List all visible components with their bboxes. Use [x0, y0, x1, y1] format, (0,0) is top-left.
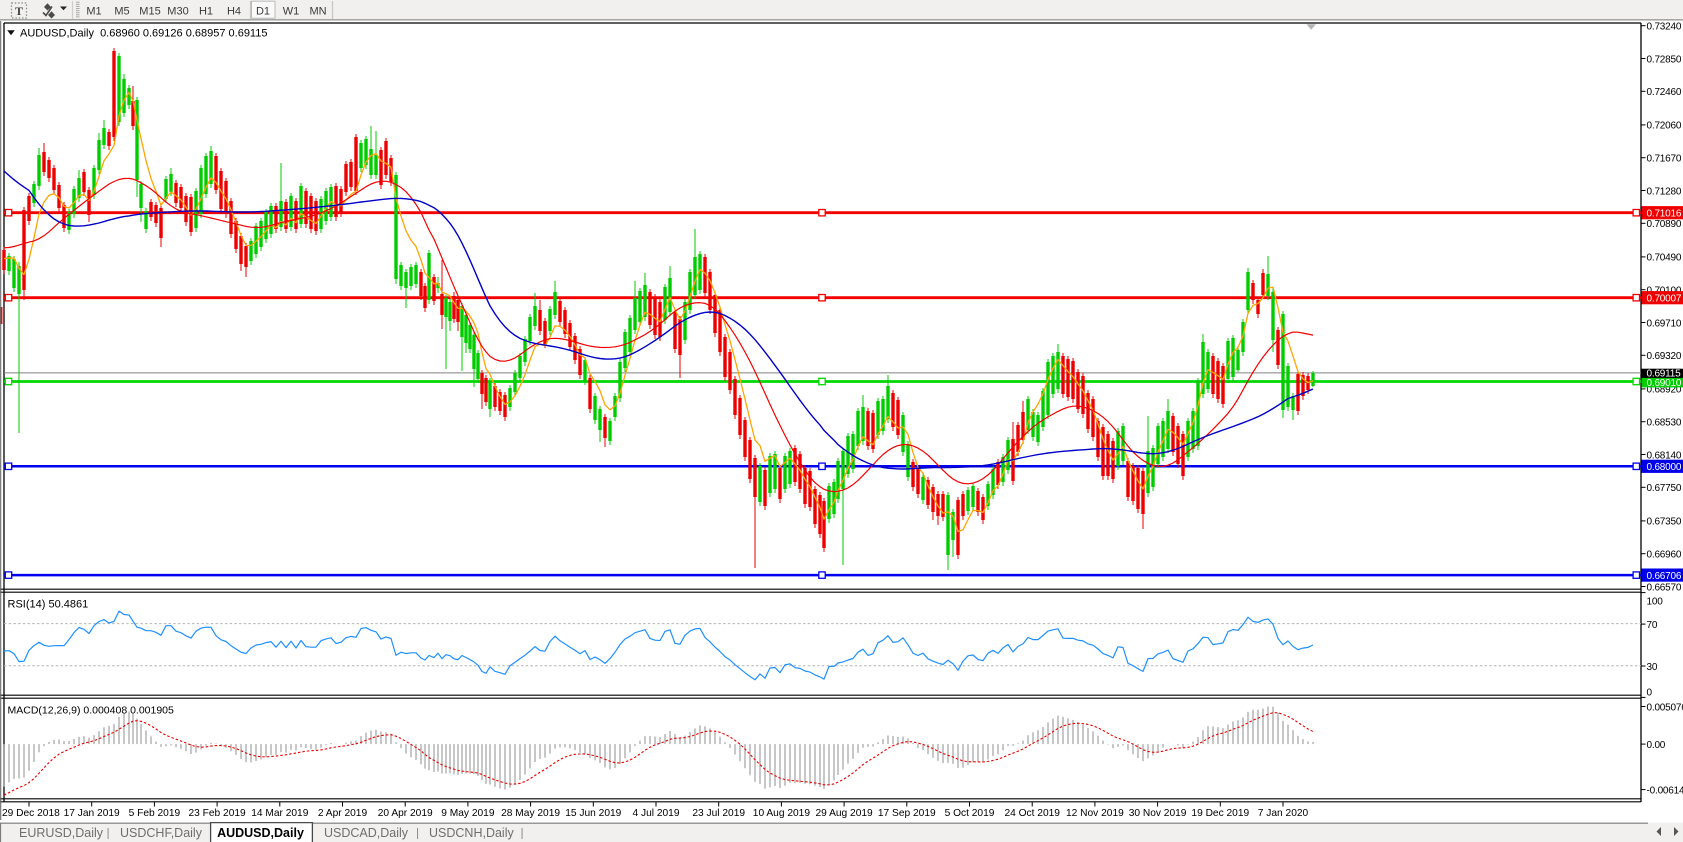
svg-text:0.67350: 0.67350 — [1647, 517, 1682, 528]
svg-text:H1: H1 — [199, 6, 213, 18]
svg-text:0.70007: 0.70007 — [1647, 294, 1682, 305]
svg-text:0.66960: 0.66960 — [1647, 550, 1682, 561]
svg-text:M15: M15 — [139, 6, 160, 18]
svg-text:0.70890: 0.70890 — [1647, 219, 1682, 230]
svg-text:4 Jul 2019: 4 Jul 2019 — [632, 808, 679, 819]
svg-text:0.69320: 0.69320 — [1647, 351, 1682, 362]
svg-text:0.68530: 0.68530 — [1647, 418, 1682, 429]
svg-text:30: 30 — [1647, 662, 1658, 673]
svg-text:0.69010: 0.69010 — [1647, 378, 1682, 389]
svg-text:M30: M30 — [167, 6, 188, 18]
svg-text:0.73240: 0.73240 — [1647, 22, 1682, 33]
svg-text:|: | — [520, 826, 523, 840]
svg-text:23 Feb 2019: 23 Feb 2019 — [188, 808, 246, 819]
svg-text:9 May 2019: 9 May 2019 — [441, 808, 495, 819]
svg-text:14 Mar 2019: 14 Mar 2019 — [251, 808, 309, 819]
svg-text:M5: M5 — [114, 6, 129, 18]
svg-text:AUDUSD,Daily 0.68960 0.69126: AUDUSD,Daily 0.68960 0.69126 0.68957 0.6… — [20, 27, 267, 39]
svg-text:20 Apr 2019: 20 Apr 2019 — [378, 808, 433, 819]
svg-text:MACD(12,26,9) 0.000408 0.00190: MACD(12,26,9) 0.000408 0.001905 — [8, 705, 175, 717]
svg-text:0.67750: 0.67750 — [1647, 483, 1682, 494]
svg-text:29 Dec 2018: 29 Dec 2018 — [2, 808, 60, 819]
svg-text:0.66570: 0.66570 — [1647, 582, 1682, 593]
svg-text:0.71016: 0.71016 — [1647, 209, 1682, 220]
svg-text:28 May 2019: 28 May 2019 — [501, 808, 560, 819]
svg-text:EURUSD,Daily: EURUSD,Daily — [19, 826, 104, 840]
svg-text:7 Jan 2020: 7 Jan 2020 — [1258, 808, 1309, 819]
svg-text:0.68000: 0.68000 — [1647, 462, 1682, 473]
svg-text:MN: MN — [309, 6, 326, 18]
svg-text:100: 100 — [1647, 596, 1664, 607]
svg-text:|: | — [416, 826, 419, 840]
svg-text:0.71280: 0.71280 — [1647, 186, 1682, 197]
svg-text:0.69115: 0.69115 — [1647, 369, 1682, 380]
svg-text:D1: D1 — [256, 6, 270, 18]
svg-text:23 Jul 2019: 23 Jul 2019 — [692, 808, 745, 819]
svg-text:0.68140: 0.68140 — [1647, 450, 1682, 461]
svg-text:H4: H4 — [227, 6, 241, 18]
svg-text:17 Jan 2019: 17 Jan 2019 — [64, 808, 120, 819]
svg-text:USDCNH,Daily: USDCNH,Daily — [429, 826, 514, 840]
svg-text:0.00: 0.00 — [1647, 740, 1666, 751]
svg-text:0.005076: 0.005076 — [1647, 702, 1683, 713]
svg-text:0.66706: 0.66706 — [1647, 571, 1682, 582]
svg-text:10 Aug 2019: 10 Aug 2019 — [753, 808, 811, 819]
svg-text:30 Nov 2019: 30 Nov 2019 — [1129, 808, 1187, 819]
svg-text:AUDUSD,Daily: AUDUSD,Daily — [217, 826, 304, 840]
svg-text:15 Jun 2019: 15 Jun 2019 — [565, 808, 621, 819]
svg-text:0.70100: 0.70100 — [1647, 286, 1682, 297]
svg-text:19 Dec 2019: 19 Dec 2019 — [1191, 808, 1249, 819]
svg-text:0.71670: 0.71670 — [1647, 154, 1682, 165]
svg-text:70: 70 — [1647, 620, 1658, 631]
svg-text:W1: W1 — [283, 6, 300, 18]
svg-text:0.72850: 0.72850 — [1647, 54, 1682, 65]
svg-text:5 Feb 2019: 5 Feb 2019 — [129, 808, 181, 819]
svg-text:17 Sep 2019: 17 Sep 2019 — [878, 808, 936, 819]
svg-text:24 Oct 2019: 24 Oct 2019 — [1004, 808, 1060, 819]
svg-text:|: | — [106, 826, 109, 840]
svg-text:USDCHF,Daily: USDCHF,Daily — [120, 826, 203, 840]
svg-text:USDCAD,Daily: USDCAD,Daily — [324, 826, 409, 840]
svg-text:0.72460: 0.72460 — [1647, 87, 1682, 98]
svg-text:12 Nov 2019: 12 Nov 2019 — [1066, 808, 1124, 819]
svg-text:-0.006148: -0.006148 — [1647, 785, 1683, 796]
svg-text:5 Oct 2019: 5 Oct 2019 — [945, 808, 995, 819]
svg-text:M1: M1 — [86, 6, 101, 18]
svg-text:0: 0 — [1647, 687, 1653, 698]
svg-text:0.69710: 0.69710 — [1647, 318, 1682, 329]
svg-text:RSI(14) 50.4861: RSI(14) 50.4861 — [8, 599, 89, 611]
svg-text:29 Aug 2019: 29 Aug 2019 — [815, 808, 873, 819]
svg-text:0.72060: 0.72060 — [1647, 121, 1682, 132]
svg-text:2 Apr 2019: 2 Apr 2019 — [318, 808, 368, 819]
svg-text:0.68920: 0.68920 — [1647, 385, 1682, 396]
svg-text:T: T — [15, 4, 23, 18]
svg-text:0.70490: 0.70490 — [1647, 253, 1682, 264]
